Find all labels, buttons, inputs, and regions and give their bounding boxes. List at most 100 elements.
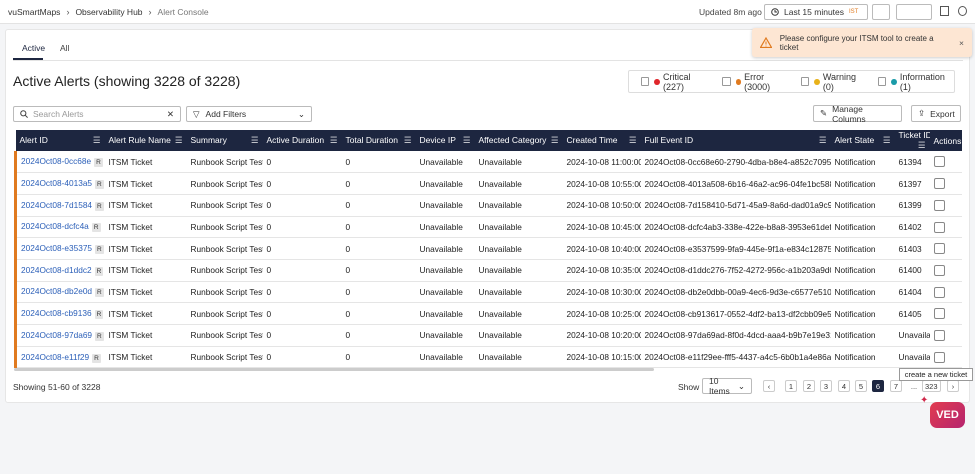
column-header[interactable]: Alert Rule Name ☰	[104, 130, 187, 151]
checkbox[interactable]	[877, 77, 887, 86]
cell: Runbook Script Test	[186, 324, 263, 347]
page-button[interactable]: 4	[838, 380, 850, 392]
ticket-action[interactable]	[933, 156, 945, 168]
column-title: Ticket ID	[898, 130, 930, 140]
alert-id-link[interactable]: 2024Oct08-e35375	[21, 243, 93, 254]
cell: Runbook Script Test	[186, 346, 263, 369]
page-button[interactable]: 2	[803, 380, 815, 392]
sort-icon[interactable]: ☰	[628, 135, 637, 145]
ticket-action[interactable]	[933, 330, 945, 341]
column-header[interactable]: Ticket ID ☰	[894, 130, 930, 151]
scrollbar[interactable]	[14, 368, 654, 371]
alert-row: 2024Oct08-0cc68e R ITSM Ticket Runbook Scri…	[14, 151, 962, 174]
ticket-action[interactable]	[933, 308, 945, 320]
cell: Notification	[830, 302, 895, 325]
sort-icon[interactable]: ☰	[550, 135, 559, 145]
sort-icon[interactable]: ☰	[462, 135, 471, 145]
column-header[interactable]: Actions	[929, 130, 962, 151]
actions-cell	[929, 216, 962, 239]
docs-icon[interactable]	[940, 6, 949, 16]
page-button[interactable]: 1	[785, 380, 797, 392]
page-button[interactable]: 7	[890, 380, 902, 392]
severity-filter[interactable]: Information (1)	[877, 72, 954, 92]
table-body: 2024Oct08-0cc68e R ITSM Ticket Runbook Scri…	[14, 151, 962, 369]
column-header[interactable]: Alert ID ☰	[15, 130, 105, 151]
ticket-action[interactable]	[933, 243, 945, 255]
sort-icon[interactable]: ☰	[917, 140, 926, 150]
page-size-select[interactable]: 10 Items ⌄	[702, 376, 752, 396]
cell-text: 61397	[898, 178, 922, 189]
checkbox[interactable]	[641, 77, 650, 86]
page-button[interactable]: 323	[922, 380, 941, 392]
alert-id-link[interactable]: 2024Oct08-97da69	[21, 329, 93, 340]
alert-id-link[interactable]: 2024Oct08-0cc68e	[21, 156, 92, 167]
sort-icon[interactable]: ☰	[403, 135, 412, 145]
ticket-action[interactable]	[933, 264, 945, 276]
cell-text: Notification	[834, 200, 876, 211]
tab[interactable]: All	[60, 43, 70, 53]
cell: 61405	[894, 302, 930, 325]
page-button[interactable]: 5	[855, 380, 867, 392]
page-button[interactable]: 3	[820, 380, 832, 392]
column-header[interactable]: Summary ☰	[186, 130, 263, 151]
prev-page[interactable]: ‹	[763, 380, 775, 392]
tab[interactable]: Active	[22, 43, 46, 53]
sort-icon[interactable]: ☰	[329, 135, 338, 145]
next-page[interactable]: ›	[947, 380, 959, 392]
alert-id-link[interactable]: 2024Oct08-cb9136	[21, 308, 92, 319]
ticket-action[interactable]	[933, 221, 945, 233]
add-filters-label: Add Filters	[205, 109, 247, 119]
user-icon[interactable]	[958, 6, 967, 16]
time-range[interactable]: Last 15 minutes IST	[764, 4, 868, 20]
sort-icon[interactable]: ☰	[174, 135, 183, 145]
alert-id-link[interactable]: 2024Oct08-db2e0d	[21, 286, 93, 297]
toast-close[interactable]: ×	[959, 37, 964, 48]
sort-icon[interactable]: ☰	[250, 135, 259, 145]
severity-filter[interactable]: Critical (227)	[641, 72, 710, 92]
zoom-button[interactable]	[872, 4, 890, 20]
cell-text: Unavailable	[478, 265, 522, 276]
cell: Unavailable	[415, 346, 475, 369]
alert-id-link[interactable]: 2024Oct08-dcfc4a	[21, 221, 89, 232]
checkbox[interactable]	[800, 77, 810, 86]
ticket-action[interactable]	[933, 286, 945, 298]
export-button[interactable]: ⇪ Export	[911, 105, 961, 122]
page-button[interactable]: ...	[910, 381, 918, 391]
column-title: Device IP	[419, 135, 456, 145]
sort-icon[interactable]: ☰	[818, 135, 827, 145]
column-header[interactable]: Total Duration ☰	[341, 130, 416, 151]
checkbox[interactable]	[722, 77, 731, 86]
alert-id-link[interactable]: 2024Oct08-d1ddc2	[21, 264, 92, 275]
breadcrumb-item[interactable]: vuSmartMaps	[8, 7, 61, 17]
cell-text: Notification	[834, 265, 876, 276]
cell-text: Runbook Script Test	[190, 156, 263, 167]
alert-id-link[interactable]: 2024Oct08-7d1584	[21, 199, 93, 210]
manage-columns-button[interactable]: ✎ Manage Columns	[813, 104, 902, 124]
severity-label: Critical (227)	[663, 71, 691, 92]
search-box[interactable]: Search Alerts ✕	[13, 106, 181, 122]
add-filters[interactable]: ▽ Add Filters ⌄	[186, 106, 312, 122]
cell: Notification	[830, 237, 895, 260]
column-header[interactable]: Device IP ☰	[415, 130, 475, 151]
assistant-logo[interactable]: VED	[930, 402, 965, 428]
alert-row: 2024Oct08-d1ddc2 R ITSM Ticket Runbook Scri…	[14, 259, 962, 282]
cell: Unavailable	[474, 151, 563, 174]
sort-icon[interactable]: ☰	[92, 135, 101, 145]
severity-filter[interactable]: Error (3000)	[722, 72, 789, 92]
clear-icon[interactable]: ✕	[166, 108, 174, 119]
column-header[interactable]: Active Duration ☰	[262, 130, 342, 151]
refresh-button[interactable]	[896, 4, 932, 20]
ticket-action[interactable]	[933, 199, 945, 211]
column-header[interactable]: Created Time ☰	[562, 130, 641, 151]
sort-icon[interactable]: ☰	[882, 135, 891, 145]
breadcrumb-item[interactable]: Observability Hub	[75, 7, 143, 17]
column-header[interactable]: Alert State ☰	[830, 130, 895, 151]
severity-filter[interactable]: Warning (0)	[800, 72, 866, 92]
ticket-action[interactable]	[933, 351, 945, 363]
column-header[interactable]: Full Event ID ☰	[640, 130, 831, 151]
ticket-action[interactable]	[933, 178, 945, 190]
alert-id-link[interactable]: 2024Oct08-e11f29	[21, 351, 90, 362]
alert-id-link[interactable]: 2024Oct08-4013a5	[21, 178, 93, 189]
page-button[interactable]: 6	[872, 380, 884, 392]
column-header[interactable]: Affected Category ☰	[474, 130, 563, 151]
